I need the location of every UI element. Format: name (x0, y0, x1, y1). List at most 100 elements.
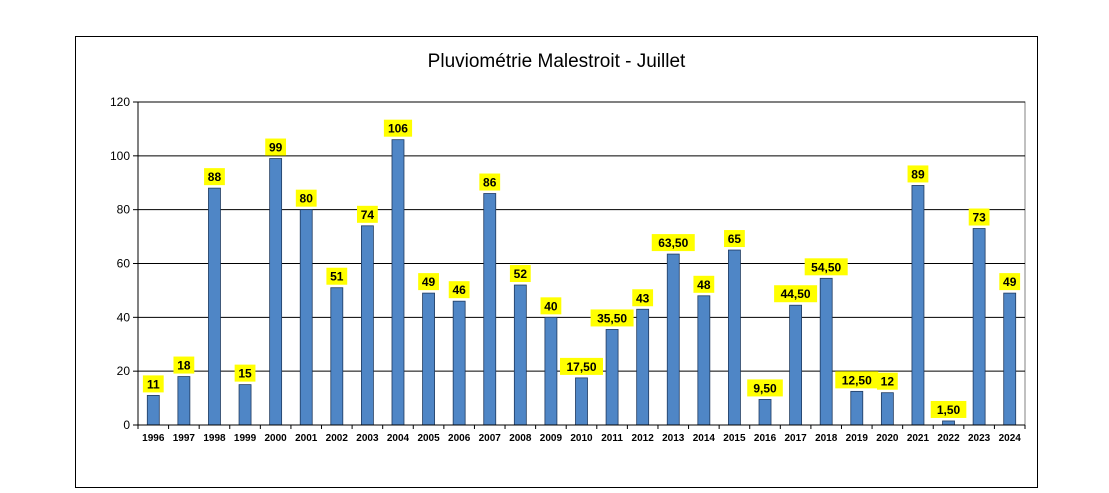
data-label: 44,50 (781, 287, 811, 301)
data-label: 88 (208, 170, 222, 184)
x-tick-label: 1997 (173, 433, 196, 444)
data-label: 12 (881, 375, 895, 389)
chart-title: Pluviométrie Malestroit - Juillet (427, 51, 686, 72)
data-label-bg (479, 173, 501, 191)
data-label-bg (804, 258, 848, 276)
bar-1999 (238, 384, 252, 426)
bar-1996 (146, 394, 160, 426)
data-labels: 11 18 88 15 99 80 51 74 106 49 46 86 52 40 17,50 35,50 4… (142, 119, 1021, 418)
x-tick-label: 2024 (999, 433, 1022, 444)
x-tick-label: 2014 (693, 433, 716, 444)
data-label: 11 (147, 377, 160, 391)
x-tick-label: 1999 (234, 433, 257, 444)
data-label-bg (632, 289, 654, 307)
bars (146, 139, 1017, 426)
data-label-bg (540, 297, 562, 315)
bar-1998 (208, 187, 221, 426)
bar-2009 (544, 316, 558, 426)
data-label: 9,50 (753, 381, 777, 395)
data-label-bg (590, 309, 634, 327)
x-tick-label: 2000 (265, 433, 288, 444)
x-tick-label: 2017 (784, 433, 807, 444)
data-label: 12,50 (842, 373, 872, 387)
x-tick-label: 2001 (295, 433, 318, 444)
data-label-bg (295, 189, 317, 207)
data-label-bg (448, 281, 470, 299)
data-label-bg (265, 138, 287, 156)
data-label: 54,50 (811, 260, 841, 274)
y-tick-label: 100 (110, 149, 130, 163)
x-tick-label: 2020 (876, 433, 899, 444)
x-tick-label: 2002 (326, 433, 349, 444)
bar-2017 (789, 304, 803, 426)
x-tick-label: 2009 (540, 433, 563, 444)
x-tick-label: 2018 (815, 433, 838, 444)
data-label: 15 (238, 367, 252, 381)
x-tick-label: 2021 (907, 433, 930, 444)
x-tick-label: 2003 (356, 433, 379, 444)
bar-2013 (666, 253, 680, 426)
x-tick-label: 2010 (570, 433, 593, 444)
bar-2005 (422, 292, 435, 426)
data-label: 51 (330, 270, 344, 284)
data-label: 80 (300, 192, 314, 206)
data-label-bg (418, 273, 439, 291)
x-tick-label: 2004 (387, 433, 410, 444)
data-label-bg (724, 230, 745, 248)
axes: 0 20 40 60 80 100 120 1996 1997 1998 1999 2000 2001 2… (110, 95, 1026, 444)
x-tick-label: 2013 (662, 433, 685, 444)
data-label-bg (774, 285, 818, 303)
bar-2000 (269, 158, 283, 426)
x-tick-label: 1996 (142, 433, 165, 444)
x-tick-label: 2012 (632, 433, 655, 444)
x-tick-label: 2022 (937, 433, 960, 444)
data-label: 1,50 (937, 403, 961, 417)
data-label: 74 (361, 208, 375, 222)
data-label: 43 (636, 291, 650, 305)
data-label-bg (693, 275, 715, 293)
bar-2014 (697, 295, 711, 426)
x-tick-label: 2023 (968, 433, 991, 444)
data-label: 48 (697, 278, 711, 292)
data-label-bg (747, 379, 783, 397)
data-label-bg (173, 356, 195, 374)
bar-2003 (360, 225, 374, 426)
bar-2016 (758, 399, 772, 426)
data-label-bg (356, 205, 378, 223)
bar-2023 (972, 228, 986, 426)
data-label: 99 (269, 141, 283, 155)
x-tick-label: 2007 (479, 433, 502, 444)
data-label: 65 (728, 232, 742, 246)
bar-2002 (330, 287, 344, 426)
y-tick-label: 60 (117, 257, 131, 271)
bar-2011 (605, 329, 619, 426)
data-label-bg (651, 234, 695, 252)
x-tick-label: 2019 (846, 433, 869, 444)
bar-2006 (452, 300, 466, 426)
data-label-bg (509, 265, 531, 283)
data-label: 49 (1003, 275, 1017, 289)
data-label-bg (204, 168, 225, 186)
bar-2015 (728, 249, 741, 426)
x-tick-label: 2015 (723, 433, 746, 444)
x-tick-label: 2006 (448, 433, 471, 444)
data-label: 40 (544, 299, 558, 313)
data-label: 52 (514, 267, 528, 281)
data-label: 73 (972, 211, 986, 225)
bar-2022 (942, 420, 955, 426)
data-label-bg (968, 208, 990, 226)
data-label-bg (326, 267, 348, 285)
data-label-bg (234, 364, 256, 382)
bar-2007 (483, 193, 497, 426)
x-tick-label: 2011 (601, 433, 623, 444)
y-tick-label: 80 (117, 203, 131, 217)
bar-2020 (880, 392, 894, 426)
bar-2008 (513, 284, 527, 426)
x-tick-label: 1998 (203, 433, 226, 444)
data-label-bg (876, 372, 898, 390)
data-label: 86 (483, 176, 497, 190)
bar-2012 (636, 308, 650, 426)
data-label: 35,50 (597, 311, 627, 325)
bar-2001 (299, 209, 313, 426)
